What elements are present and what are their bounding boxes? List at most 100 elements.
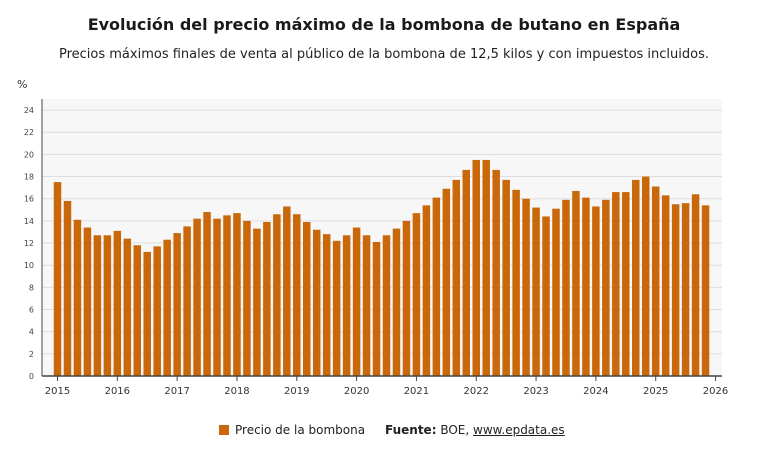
bar[interactable] xyxy=(312,229,321,376)
bar[interactable] xyxy=(492,169,500,376)
y-tick-label: 2 xyxy=(29,350,34,359)
bar[interactable] xyxy=(651,186,660,376)
bar[interactable] xyxy=(193,218,201,376)
bar[interactable] xyxy=(372,241,381,376)
bar[interactable] xyxy=(253,228,261,376)
bar[interactable] xyxy=(243,220,251,376)
x-tick-label: 2015 xyxy=(45,386,70,397)
bar[interactable] xyxy=(482,159,490,376)
bar[interactable] xyxy=(143,251,151,376)
bar[interactable] xyxy=(283,206,291,376)
bar[interactable] xyxy=(213,218,221,376)
bar[interactable] xyxy=(83,227,92,376)
bar[interactable] xyxy=(532,207,540,376)
bar[interactable] xyxy=(303,221,311,376)
y-axis-label: % xyxy=(17,78,27,91)
x-tick-label: 2021 xyxy=(404,386,429,397)
x-tick-label: 2024 xyxy=(583,386,608,397)
bar[interactable] xyxy=(432,197,441,376)
x-tick-label: 2023 xyxy=(523,386,548,397)
bar[interactable] xyxy=(472,159,480,376)
bar[interactable] xyxy=(273,214,281,376)
y-tick-label: 10 xyxy=(24,261,34,270)
bar[interactable] xyxy=(73,219,82,376)
source-link[interactable]: www.epdata.es xyxy=(473,423,565,437)
bar[interactable] xyxy=(293,214,301,376)
bar[interactable] xyxy=(392,228,401,376)
bar[interactable] xyxy=(522,198,530,376)
bar[interactable] xyxy=(352,227,361,376)
bar[interactable] xyxy=(223,215,231,376)
legend-label: Precio de la bombona xyxy=(235,423,366,437)
bar[interactable] xyxy=(153,246,161,376)
bar[interactable] xyxy=(332,240,341,376)
bar[interactable] xyxy=(183,226,191,376)
x-tick-label: 2026 xyxy=(703,386,728,397)
x-tick-label: 2025 xyxy=(643,386,668,397)
bar[interactable] xyxy=(622,192,630,376)
bar[interactable] xyxy=(263,221,271,376)
bar[interactable] xyxy=(452,179,461,376)
bar[interactable] xyxy=(681,203,690,376)
y-tick-label: 20 xyxy=(24,150,34,159)
bar[interactable] xyxy=(661,195,670,376)
bar[interactable] xyxy=(602,199,610,376)
bar[interactable] xyxy=(671,204,680,376)
y-tick-label: 6 xyxy=(29,306,34,315)
bar[interactable] xyxy=(691,194,700,376)
bar[interactable] xyxy=(203,212,211,376)
bar[interactable] xyxy=(173,233,181,376)
x-tick-label: 2018 xyxy=(224,386,249,397)
bar[interactable] xyxy=(422,205,431,376)
bar[interactable] xyxy=(322,234,331,376)
bar[interactable] xyxy=(342,235,351,376)
bar[interactable] xyxy=(592,206,600,376)
bar[interactable] xyxy=(462,169,471,376)
bar[interactable] xyxy=(701,205,710,376)
y-tick-label: 0 xyxy=(29,372,34,381)
bar[interactable] xyxy=(63,200,72,376)
y-tick-label: 22 xyxy=(24,128,34,137)
x-tick-label: 2017 xyxy=(164,386,189,397)
bar[interactable] xyxy=(103,235,112,376)
y-tick-label: 14 xyxy=(24,217,34,226)
y-tick-label: 18 xyxy=(24,173,34,182)
x-tick-label: 2022 xyxy=(464,386,489,397)
bar[interactable] xyxy=(512,189,520,376)
bar[interactable] xyxy=(562,199,570,376)
bar[interactable] xyxy=(632,179,640,376)
bar[interactable] xyxy=(502,179,510,376)
chart-subtitle: Precios máximos finales de venta al públ… xyxy=(58,47,709,62)
bar[interactable] xyxy=(402,220,411,376)
bar[interactable] xyxy=(133,245,142,376)
y-tick-label: 16 xyxy=(24,195,34,204)
bar[interactable] xyxy=(442,188,451,376)
bar[interactable] xyxy=(641,176,650,376)
x-tick-label: 2016 xyxy=(105,386,130,397)
bar[interactable] xyxy=(572,190,580,376)
bar[interactable] xyxy=(362,235,371,376)
legend: Precio de la bombona xyxy=(219,423,365,437)
y-tick-label: 24 xyxy=(24,106,34,115)
bar[interactable] xyxy=(233,213,241,376)
bar[interactable] xyxy=(113,230,122,376)
bar[interactable] xyxy=(612,192,620,376)
bar[interactable] xyxy=(123,238,132,376)
bar[interactable] xyxy=(582,197,590,376)
y-tick-label: 12 xyxy=(24,239,34,248)
bar[interactable] xyxy=(542,216,550,376)
source-text: BOE, xyxy=(440,423,470,437)
source-note: Fuente: BOE, www.epdata.es xyxy=(385,423,565,437)
chart-title: Evolución del precio máximo de la bombon… xyxy=(87,15,681,34)
bar[interactable] xyxy=(163,239,171,376)
bar[interactable] xyxy=(412,213,421,376)
bar[interactable] xyxy=(93,235,102,376)
bars xyxy=(53,159,710,376)
bar[interactable] xyxy=(53,182,62,376)
x-tick-label: 2019 xyxy=(284,386,309,397)
y-tick-label: 4 xyxy=(29,328,34,337)
bar[interactable] xyxy=(552,208,560,376)
bar[interactable] xyxy=(382,235,391,376)
